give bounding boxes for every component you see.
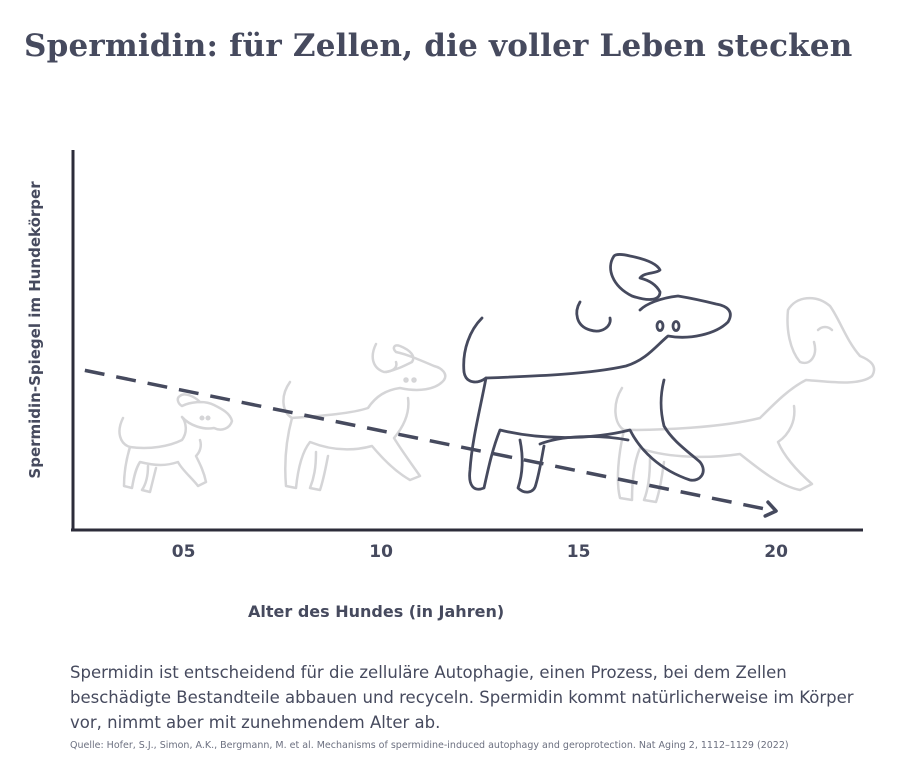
x-tick-label: 05: [172, 542, 196, 562]
trend-arrowhead: [763, 500, 778, 518]
page-title: Spermidin: für Zellen, die voller Leben …: [24, 28, 853, 64]
y-axis-label-wrap: Spermidin-Spiegel im Hundekörper: [22, 160, 48, 500]
young-dog-icon: [282, 342, 447, 492]
y-axis-label: Spermidin-Spiegel im Hundekörper: [26, 181, 44, 479]
trend-line: [84, 368, 771, 512]
description: Spermidin ist entscheidend für die zellu…: [70, 663, 854, 732]
x-tick-label: 20: [764, 542, 788, 562]
senior-dog-icon: [614, 297, 876, 504]
x-axis-label: Alter des Hundes (in Jahren): [248, 602, 505, 621]
x-tick-label: 15: [567, 542, 591, 562]
puppy-dog-icon: [118, 393, 234, 494]
source-citation: Quelle: Hofer, S.J., Simon, A.K., Bergma…: [70, 740, 789, 751]
x-tick-label: 10: [369, 542, 393, 562]
